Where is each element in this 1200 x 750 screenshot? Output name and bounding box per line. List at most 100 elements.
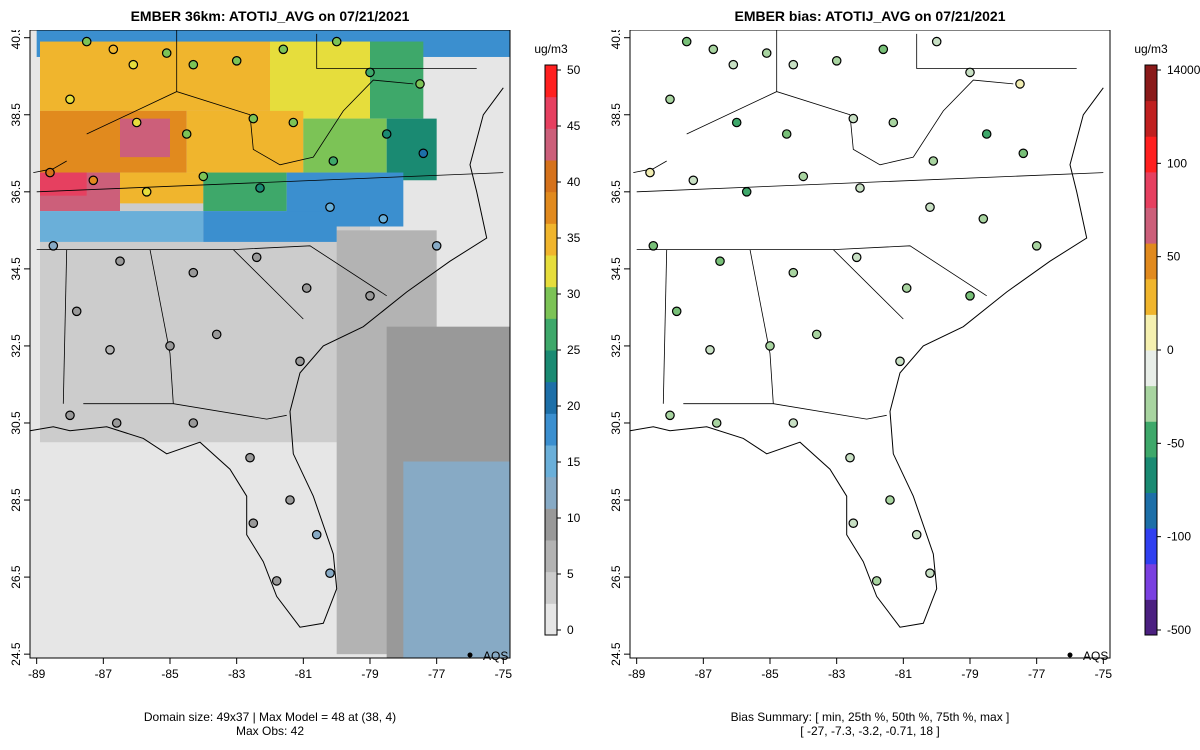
model-cell <box>40 211 204 242</box>
left-footer: Domain size: 49x37 | Max Model = 48 at (… <box>30 710 510 738</box>
y-tick-label: 24.5 <box>609 642 623 666</box>
bias-site-marker <box>731 117 742 128</box>
colorbar-unit-label: ug/m3 <box>1134 42 1168 56</box>
colorbar-segment <box>1145 421 1157 458</box>
colorbar-tick-label: 20 <box>567 399 581 413</box>
y-tick-label: 34.5 <box>9 257 23 281</box>
state-boundary-line <box>662 249 668 404</box>
aqs-site-marker <box>311 529 322 540</box>
colorbar-tick-label: 0 <box>567 623 574 637</box>
x-tick-label: -87 <box>695 667 713 681</box>
left-map-title: EMBER 36km: ATOTIJ_AVG on 07/21/2021 <box>130 8 410 24</box>
aqs-site-marker <box>295 356 305 367</box>
colorbar-segment <box>545 476 557 509</box>
state-boundary-line <box>633 160 667 173</box>
x-tick-label: -85 <box>761 667 779 681</box>
bias-site-marker <box>665 410 675 421</box>
aqs-site-marker <box>285 495 295 505</box>
aqs-site-marker <box>161 48 172 58</box>
y-tick-label: 36.5 <box>9 180 23 204</box>
bias-site-marker <box>761 48 772 58</box>
colorbar-segment <box>1145 492 1157 529</box>
aqs-site-marker <box>431 241 442 251</box>
state-boundary-line <box>636 172 1104 193</box>
plot-frame <box>629 29 1111 659</box>
colorbar-tick-label: 40 <box>567 175 581 189</box>
bias-site-marker <box>765 341 775 351</box>
bias-site-marker <box>648 241 659 251</box>
colorbar-tick-label: 14000 <box>1167 63 1200 77</box>
bias-site-marker <box>705 344 715 355</box>
bias-site-marker <box>831 55 842 66</box>
aqs-site-marker <box>65 410 75 421</box>
colorbar-tick-label: 0 <box>1167 343 1174 357</box>
colorbar-segment <box>545 413 557 446</box>
y-tick-label: 34.5 <box>609 257 623 281</box>
state-boundary-line <box>833 249 904 320</box>
model-cell <box>203 172 287 212</box>
plot-frame <box>29 29 511 659</box>
bias-site-marker <box>788 267 799 278</box>
bias-site-marker <box>845 452 855 463</box>
bias-site-marker <box>878 44 889 55</box>
state-boundary-line <box>33 160 67 173</box>
bias-site-marker <box>671 306 682 317</box>
state-boundary-line <box>233 249 304 320</box>
y-tick-label: 36.5 <box>609 180 623 204</box>
aqs-site-marker <box>71 306 82 317</box>
bias-site-marker <box>848 113 859 124</box>
y-tick-label: 32.5 <box>9 334 23 358</box>
bias-site-marker <box>811 329 822 340</box>
bias-site-marker <box>871 576 882 586</box>
colorbar-tick-label: -100 <box>1167 530 1191 544</box>
bias-site-marker <box>1015 79 1025 89</box>
state-boundary-line <box>849 79 1014 166</box>
colorbar-segment <box>545 381 557 414</box>
colorbar-tick-label: 30 <box>567 287 581 301</box>
bias-site-marker <box>1018 148 1029 159</box>
colorbar-tick-label: 50 <box>567 63 581 77</box>
bias-site-marker <box>851 252 862 263</box>
bias-site-marker <box>925 202 935 212</box>
y-tick-label: 40.5 <box>9 30 23 49</box>
y-tick-label: 28.5 <box>609 488 623 512</box>
aqs-site-marker <box>378 214 389 224</box>
aqs-site-marker <box>255 183 265 193</box>
aqs-site-marker <box>418 148 429 159</box>
aqs-site-marker <box>88 175 99 186</box>
bias-site-marker <box>911 529 922 540</box>
state-boundary-line <box>149 249 174 404</box>
model-cell <box>203 211 337 242</box>
bias-summary-label: Bias Summary: [ min, 25th %, 50th %, 75t… <box>730 710 1010 724</box>
colorbar-segment <box>545 286 557 319</box>
aqs-site-marker <box>48 241 59 251</box>
model-cell <box>120 118 170 158</box>
x-tick-label: -85 <box>161 667 179 681</box>
colorbar-segment <box>1145 278 1157 315</box>
bias-site-marker <box>645 167 655 178</box>
colorbar-tick-label: 100 <box>1167 156 1187 170</box>
model-cell <box>40 41 270 111</box>
aqs-site-marker <box>211 329 222 340</box>
map-background <box>630 30 1110 658</box>
colorbar-segment <box>545 603 557 636</box>
bias-site-marker <box>965 67 975 78</box>
y-tick-label: 38.5 <box>9 103 23 127</box>
domain-size-text: Domain size: 49x37 | Max Model = 48 at (… <box>143 710 397 724</box>
bias-site-marker <box>901 283 912 293</box>
bias-site-marker <box>978 214 989 224</box>
bias-site-marker <box>928 156 939 166</box>
colorbar-segment <box>1145 350 1157 387</box>
x-tick-label: -75 <box>1095 667 1113 681</box>
colorbar-segment <box>1145 171 1157 208</box>
bias-site-marker <box>895 356 905 367</box>
y-tick-label: 40.5 <box>609 30 623 49</box>
aqs-site-marker <box>415 79 425 89</box>
colorbar-segment <box>545 223 557 256</box>
colorbar-segment <box>1145 456 1157 493</box>
colorbar-segment <box>1145 136 1157 173</box>
state-boundary-line <box>316 33 477 69</box>
colorbar-tick-label: 35 <box>567 231 581 245</box>
aqs-site-marker <box>248 518 259 528</box>
x-tick-label: -77 <box>1028 667 1046 681</box>
